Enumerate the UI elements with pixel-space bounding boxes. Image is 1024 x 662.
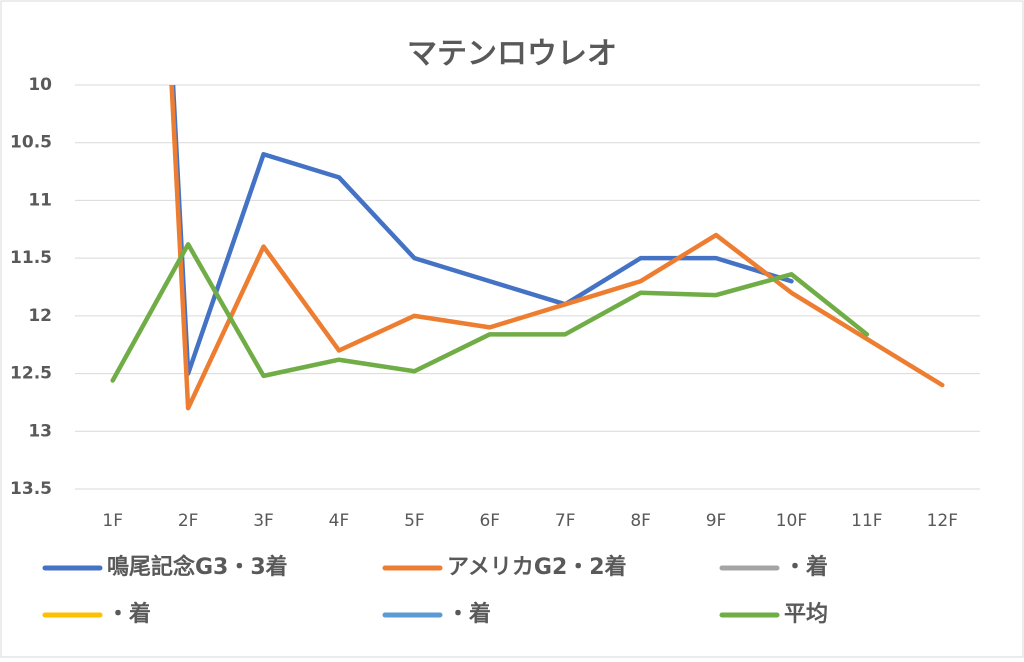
- series-line: [110, 242, 870, 383]
- legend-label: ・着: [447, 601, 491, 627]
- series-line: [169, 85, 945, 411]
- y-tick-label: 13.5: [10, 479, 52, 499]
- y-tick-label: 11.5: [10, 248, 52, 268]
- y-tick-label: 10.5: [10, 133, 52, 153]
- legend-label: ・着: [107, 601, 151, 627]
- y-tick-label: 12.5: [10, 364, 52, 384]
- y-tick-label: 12: [28, 306, 52, 326]
- x-tick-label: 7F: [555, 511, 576, 531]
- x-tick-label: 4F: [329, 511, 350, 531]
- legend-label: 鳴尾記念G3・3着: [107, 554, 288, 580]
- x-tick-label: 11F: [851, 511, 882, 531]
- x-tick-label: 12F: [927, 511, 958, 531]
- x-tick-label: 2F: [178, 511, 199, 531]
- legend-label: 平均: [784, 601, 828, 627]
- y-tick-label: 11: [28, 190, 52, 210]
- legend-label: アメリカG2・2着: [447, 554, 627, 580]
- y-tick-label: 10: [28, 75, 52, 95]
- x-tick-label: 10F: [776, 511, 807, 531]
- chart-title: マテンロウレオ: [407, 37, 617, 72]
- x-tick-label: 3F: [253, 511, 274, 531]
- x-tick-label: 8F: [630, 511, 651, 531]
- x-tick-label: 9F: [706, 511, 727, 531]
- legend-label: ・着: [784, 554, 828, 580]
- x-tick-label: 6F: [479, 511, 500, 531]
- x-tick-label: 5F: [404, 511, 425, 531]
- y-tick-label: 13: [28, 421, 52, 441]
- x-tick-label: 1F: [102, 511, 123, 531]
